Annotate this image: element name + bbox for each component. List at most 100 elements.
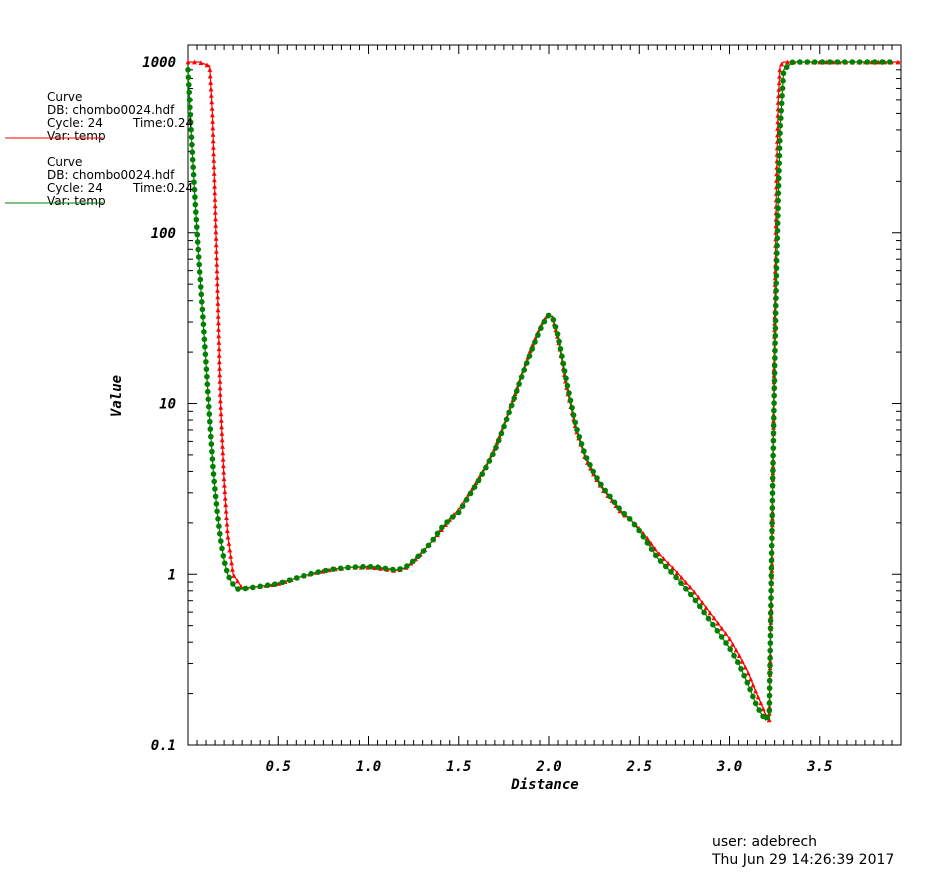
data-point (775, 212, 781, 219)
data-point (211, 151, 216, 157)
data-point (755, 694, 761, 700)
data-point (777, 137, 783, 144)
data-point (198, 284, 204, 290)
data-point (857, 59, 863, 65)
x-axis-title: Distance (510, 777, 578, 793)
data-point (594, 475, 600, 481)
data-point (486, 458, 493, 464)
data-point (524, 360, 530, 366)
data-point (572, 419, 578, 426)
data-point (653, 552, 659, 559)
data-point (235, 578, 240, 584)
data-point (192, 194, 198, 200)
data-point (774, 171, 779, 177)
data-point (774, 250, 780, 256)
data-point (775, 132, 780, 138)
data-point (730, 641, 736, 647)
data-point (767, 610, 774, 616)
data-point (769, 505, 776, 511)
data-point (526, 353, 533, 359)
data-point (587, 462, 593, 468)
data-point (425, 542, 432, 549)
data-point (532, 339, 538, 345)
data-point (375, 564, 381, 570)
data-point (645, 535, 650, 541)
data-point (512, 391, 518, 396)
data-point (207, 418, 213, 425)
data-point (198, 60, 204, 66)
data-point (631, 521, 638, 528)
data-point (574, 426, 580, 433)
data-point (459, 503, 466, 509)
data-point (210, 471, 217, 477)
data-point (777, 130, 783, 136)
data-point (767, 617, 774, 624)
data-point (215, 300, 221, 306)
data-point (767, 662, 773, 669)
data-point (842, 59, 848, 65)
data-point (767, 632, 774, 639)
data-point (773, 272, 780, 279)
data-point (779, 85, 786, 92)
data-point (199, 306, 206, 313)
data-point (204, 373, 210, 380)
data-point (217, 365, 222, 371)
data-point (214, 262, 220, 267)
data-point (789, 59, 796, 66)
data-point (208, 441, 215, 447)
data-point (264, 582, 271, 588)
data-point (467, 490, 474, 497)
data-point (226, 574, 232, 581)
data-point (185, 59, 191, 65)
data-point (202, 351, 209, 358)
data-point (463, 497, 470, 503)
x-tick-label: 0.5 (266, 759, 291, 775)
data-point (768, 595, 774, 601)
data-point (773, 265, 780, 272)
data-point (212, 184, 217, 189)
data-point (772, 332, 779, 339)
data-point (479, 471, 486, 477)
data-point (518, 374, 525, 380)
data-point (538, 325, 544, 332)
data-point (767, 640, 774, 646)
data-point (783, 64, 790, 70)
data-point (768, 572, 775, 579)
data-point (745, 670, 751, 676)
y-tick-label: 0.1 (151, 738, 176, 754)
data-point (771, 362, 778, 369)
data-point (750, 682, 756, 688)
data-point (225, 528, 230, 533)
data-point (769, 482, 776, 489)
data-point (774, 177, 779, 183)
data-point (224, 521, 230, 527)
data-point (214, 274, 220, 280)
data-point (775, 197, 781, 204)
data-point (758, 700, 764, 706)
data-point (760, 713, 766, 720)
data-point (330, 566, 336, 572)
data-point (769, 490, 776, 496)
data-point (223, 567, 230, 574)
data-point (727, 646, 733, 652)
data-point (200, 314, 206, 320)
data-point (583, 455, 590, 461)
data-point (778, 107, 784, 114)
data-point (207, 67, 213, 72)
data-point (212, 210, 218, 215)
data-point (771, 370, 778, 376)
y-tick-label: 1000 (142, 55, 176, 71)
data-point (552, 324, 559, 330)
data-point (776, 86, 782, 92)
data-point (202, 344, 208, 350)
data-point (602, 487, 608, 494)
data-point (210, 125, 216, 131)
data-point (772, 347, 778, 354)
data-point (216, 320, 221, 326)
legend-text-2: Time:0.24 (132, 181, 193, 195)
x-tick-labels: 0.5 1.0 1.5 2.0 2.5 3.0 3.5 (266, 759, 833, 775)
data-point (516, 381, 522, 387)
data-point (570, 412, 577, 418)
data-point (670, 565, 676, 571)
